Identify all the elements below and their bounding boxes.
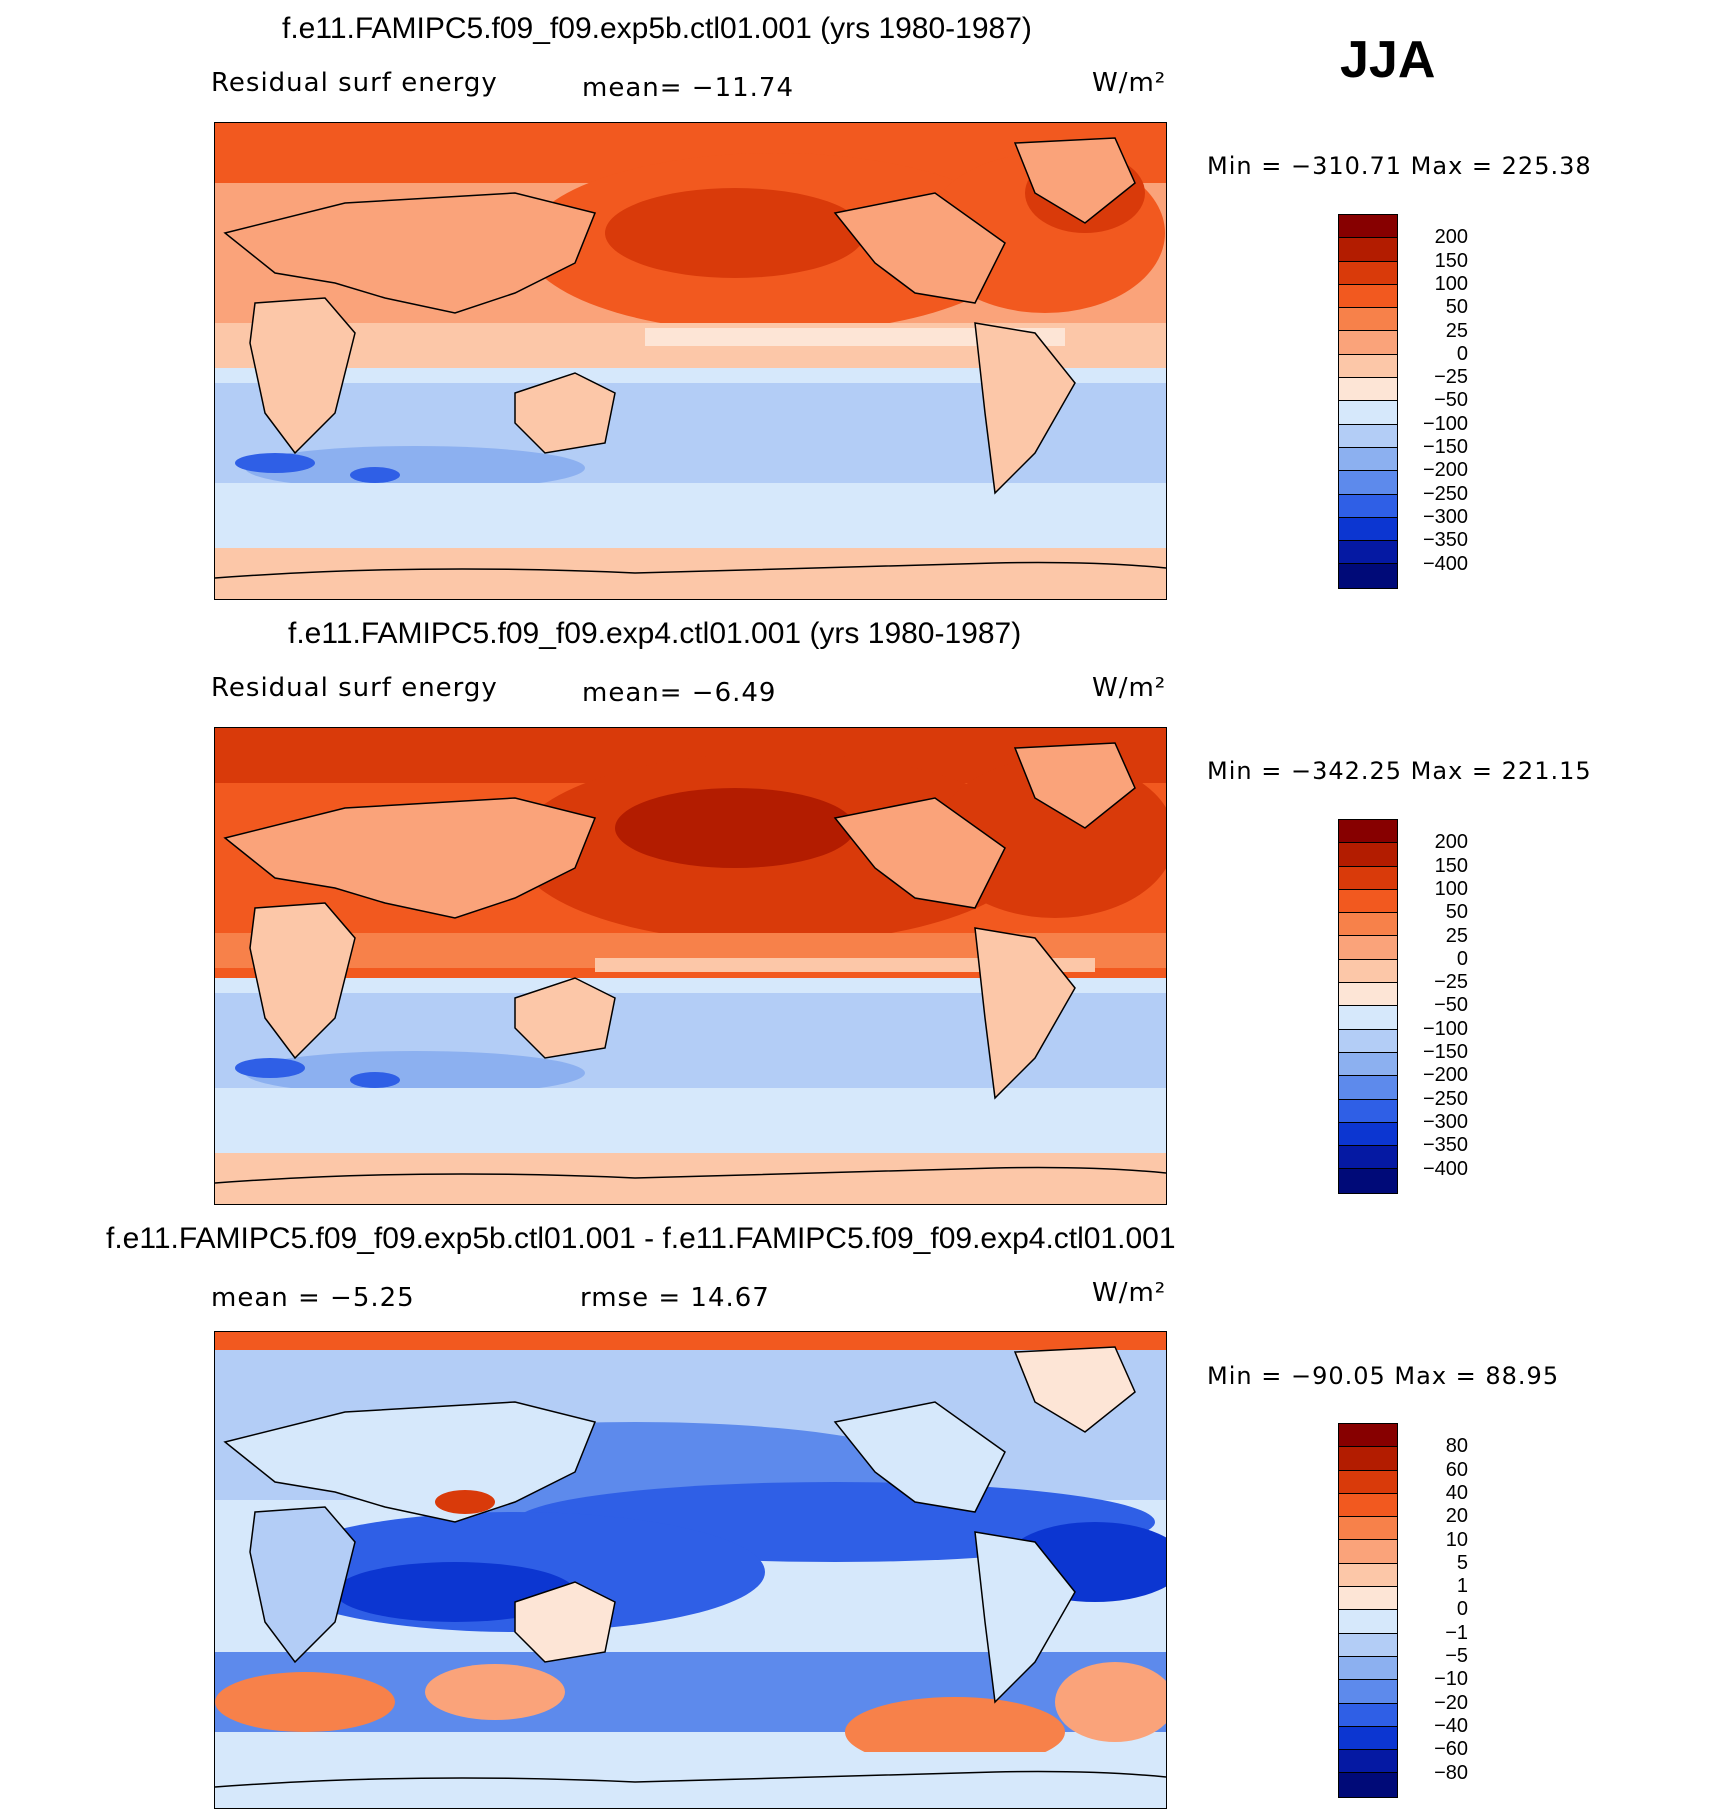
colorbar-tick-label: −25 bbox=[1434, 971, 1468, 994]
season-label: JJA bbox=[1340, 31, 1436, 89]
panel1-units: W/m² bbox=[1092, 68, 1167, 98]
colorbar-tick-label: −400 bbox=[1422, 1157, 1468, 1180]
panel2-mean-label: mean= −6.49 bbox=[582, 678, 777, 708]
panel3-minmax: Min = −90.05 Max = 88.95 bbox=[1207, 1362, 1560, 1390]
panel1-map bbox=[214, 122, 1167, 600]
colorbar-tick-label: −250 bbox=[1422, 482, 1468, 505]
colorbar-tick-label: −200 bbox=[1422, 459, 1468, 482]
colorbar-tick-label: −40 bbox=[1434, 1714, 1468, 1737]
colorbar-tick-label: 150 bbox=[1434, 854, 1468, 877]
colorbar-tick-label: −100 bbox=[1422, 412, 1468, 435]
colorbar-tick-label: 50 bbox=[1445, 901, 1468, 924]
colorbar-tick-label: 25 bbox=[1445, 924, 1468, 947]
colorbar-tick-label: 1 bbox=[1456, 1575, 1468, 1598]
colorbar-tick-label: −350 bbox=[1422, 1134, 1468, 1157]
colorbar-tick-label: −250 bbox=[1422, 1087, 1468, 1110]
panel2-colorbar bbox=[1338, 819, 1398, 1194]
panel1-variable-label: Residual surf energy bbox=[211, 68, 498, 98]
panel1-minmax: Min = −310.71 Max = 225.38 bbox=[1207, 152, 1592, 180]
colorbar-tick-label: −10 bbox=[1434, 1668, 1468, 1691]
colorbar-tick-label: 5 bbox=[1456, 1551, 1468, 1574]
colorbar-tick-label: 200 bbox=[1434, 226, 1468, 249]
panel3-colorbar bbox=[1338, 1423, 1398, 1798]
colorbar-tick-label: 200 bbox=[1434, 831, 1468, 854]
colorbar-tick-label: −5 bbox=[1445, 1645, 1468, 1667]
colorbar-tick-label: −20 bbox=[1434, 1691, 1468, 1714]
colorbar-tick-label: −50 bbox=[1434, 389, 1468, 412]
colorbar-tick-label: 150 bbox=[1434, 249, 1468, 272]
colorbar-tick-label: 0 bbox=[1456, 1598, 1468, 1621]
colorbar-tick-label: −400 bbox=[1422, 552, 1468, 575]
panel1-title: f.e11.FAMIPC5.f09_f09.exp5b.ctl01.001 (y… bbox=[282, 12, 1032, 45]
colorbar-tick-label: 10 bbox=[1445, 1528, 1468, 1551]
colorbar-tick-label: 40 bbox=[1445, 1481, 1468, 1504]
colorbar-tick-label: −50 bbox=[1434, 994, 1468, 1017]
panel3-mean-label: mean = −5.25 bbox=[211, 1283, 415, 1313]
colorbar-tick-label: −300 bbox=[1422, 505, 1468, 528]
colorbar-tick-label: −80 bbox=[1434, 1761, 1468, 1784]
panel2-units: W/m² bbox=[1092, 673, 1167, 703]
panel3-title: f.e11.FAMIPC5.f09_f09.exp5b.ctl01.001 - … bbox=[106, 1222, 1176, 1255]
colorbar-tick-label: 80 bbox=[1445, 1435, 1468, 1458]
colorbar-tick-label: −150 bbox=[1422, 436, 1468, 458]
colorbar-tick-label: −60 bbox=[1434, 1738, 1468, 1761]
panel2-variable-label: Residual surf energy bbox=[211, 673, 498, 703]
colorbar-tick-label: 20 bbox=[1445, 1505, 1468, 1528]
panel3-units: W/m² bbox=[1092, 1278, 1167, 1308]
colorbar-tick-label: −350 bbox=[1422, 529, 1468, 552]
colorbar-tick-label: −25 bbox=[1434, 366, 1468, 389]
panel1-mean-label: mean= −11.74 bbox=[582, 73, 795, 103]
colorbar-tick-label: −200 bbox=[1422, 1064, 1468, 1087]
panel2-minmax: Min = −342.25 Max = 221.15 bbox=[1207, 757, 1592, 785]
panel3-rmse-label: rmse = 14.67 bbox=[580, 1283, 770, 1313]
colorbar-tick-label: 100 bbox=[1434, 877, 1468, 900]
colorbar-tick-label: 25 bbox=[1445, 319, 1468, 342]
panel2-title: f.e11.FAMIPC5.f09_f09.exp4.ctl01.001 (yr… bbox=[288, 617, 1022, 650]
colorbar-tick-label: −300 bbox=[1422, 1110, 1468, 1133]
panel3-map bbox=[214, 1331, 1167, 1809]
colorbar-tick-label: 60 bbox=[1445, 1458, 1468, 1481]
colorbar-tick-label: −1 bbox=[1445, 1621, 1468, 1644]
panel1-colorbar bbox=[1338, 214, 1398, 589]
colorbar-tick-label: 0 bbox=[1456, 342, 1468, 365]
colorbar-tick-label: −100 bbox=[1422, 1017, 1468, 1040]
colorbar-tick-label: 50 bbox=[1445, 296, 1468, 319]
panel2-map bbox=[214, 727, 1167, 1205]
colorbar-tick-label: 100 bbox=[1434, 272, 1468, 295]
colorbar-tick-label: −150 bbox=[1422, 1041, 1468, 1063]
colorbar-tick-label: 0 bbox=[1456, 947, 1468, 970]
